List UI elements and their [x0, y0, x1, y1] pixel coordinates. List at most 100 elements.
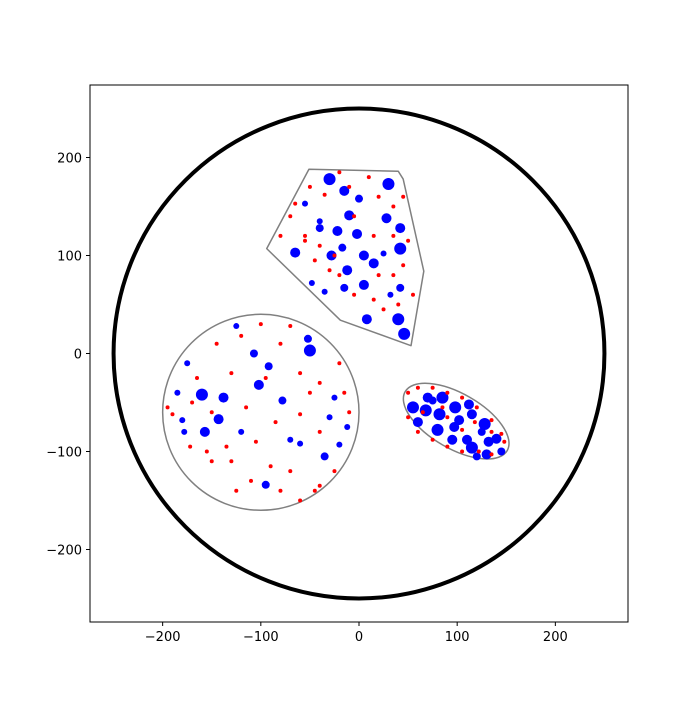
point — [431, 423, 444, 436]
point — [430, 385, 435, 390]
region-ellipse — [402, 382, 510, 460]
point — [396, 302, 401, 307]
point — [406, 390, 411, 395]
point — [358, 250, 369, 261]
point — [278, 488, 283, 493]
point — [184, 360, 191, 367]
x-tick-label: 0 — [355, 630, 363, 645]
point — [316, 218, 323, 225]
point — [419, 404, 432, 417]
point — [361, 314, 372, 325]
point — [406, 401, 419, 414]
plot-frame — [89, 84, 629, 623]
point — [395, 223, 406, 234]
point — [170, 412, 175, 417]
region-circle — [161, 313, 360, 512]
point — [368, 258, 379, 269]
point — [352, 214, 357, 219]
point — [382, 177, 395, 190]
point — [218, 392, 229, 403]
point — [472, 420, 477, 425]
point — [380, 250, 387, 257]
point — [358, 279, 369, 290]
point — [430, 437, 435, 442]
point — [258, 322, 263, 327]
point — [398, 327, 411, 340]
point — [290, 247, 301, 258]
y-tick-label: 200 — [57, 152, 82, 167]
point — [288, 324, 293, 329]
point — [406, 415, 411, 420]
point — [298, 412, 303, 417]
point — [342, 265, 353, 276]
point — [460, 449, 465, 454]
point — [273, 420, 278, 425]
y-tick-label: −100 — [46, 445, 82, 460]
point — [366, 175, 371, 180]
point — [332, 253, 337, 258]
point — [476, 449, 481, 454]
y-tick-label: 100 — [57, 250, 82, 265]
point — [214, 341, 219, 346]
point — [489, 418, 494, 423]
point — [497, 447, 506, 456]
point — [278, 233, 283, 238]
point — [174, 389, 181, 396]
point — [317, 380, 322, 385]
point — [303, 334, 312, 343]
x-tick-label: −200 — [145, 630, 181, 645]
point — [209, 459, 214, 464]
point — [472, 452, 481, 461]
point — [288, 214, 293, 219]
point — [249, 349, 258, 358]
point — [440, 405, 445, 410]
point — [224, 444, 229, 449]
x-tick-label: −100 — [243, 630, 279, 645]
point — [499, 431, 504, 436]
point — [317, 429, 322, 434]
point — [179, 417, 186, 424]
point — [352, 292, 357, 297]
point — [317, 243, 322, 248]
point — [253, 379, 264, 390]
point — [445, 390, 450, 395]
point — [229, 459, 234, 464]
point — [489, 452, 494, 457]
point — [460, 395, 465, 400]
point — [165, 405, 170, 410]
point — [332, 469, 337, 474]
point — [326, 414, 333, 421]
point — [263, 375, 268, 380]
point — [337, 361, 342, 366]
point — [489, 429, 494, 434]
point — [190, 400, 195, 405]
point — [293, 201, 298, 206]
point — [287, 436, 294, 443]
point — [303, 233, 308, 238]
point — [371, 233, 376, 238]
point — [331, 394, 338, 401]
point — [337, 170, 342, 175]
point — [376, 194, 381, 199]
point — [465, 441, 478, 454]
point — [307, 184, 312, 189]
point — [387, 291, 394, 298]
point — [342, 390, 347, 395]
point — [391, 233, 396, 238]
point — [323, 173, 336, 186]
point — [327, 268, 332, 273]
point — [302, 200, 309, 207]
point — [478, 418, 491, 431]
point — [391, 273, 396, 278]
point — [460, 427, 465, 432]
point — [410, 292, 415, 297]
point — [322, 192, 327, 197]
point — [253, 439, 258, 444]
point — [209, 410, 214, 415]
point — [298, 498, 303, 503]
x-tick-label: 200 — [543, 630, 568, 645]
point — [352, 228, 363, 239]
point — [244, 405, 249, 410]
point — [401, 263, 406, 268]
point — [298, 371, 303, 376]
